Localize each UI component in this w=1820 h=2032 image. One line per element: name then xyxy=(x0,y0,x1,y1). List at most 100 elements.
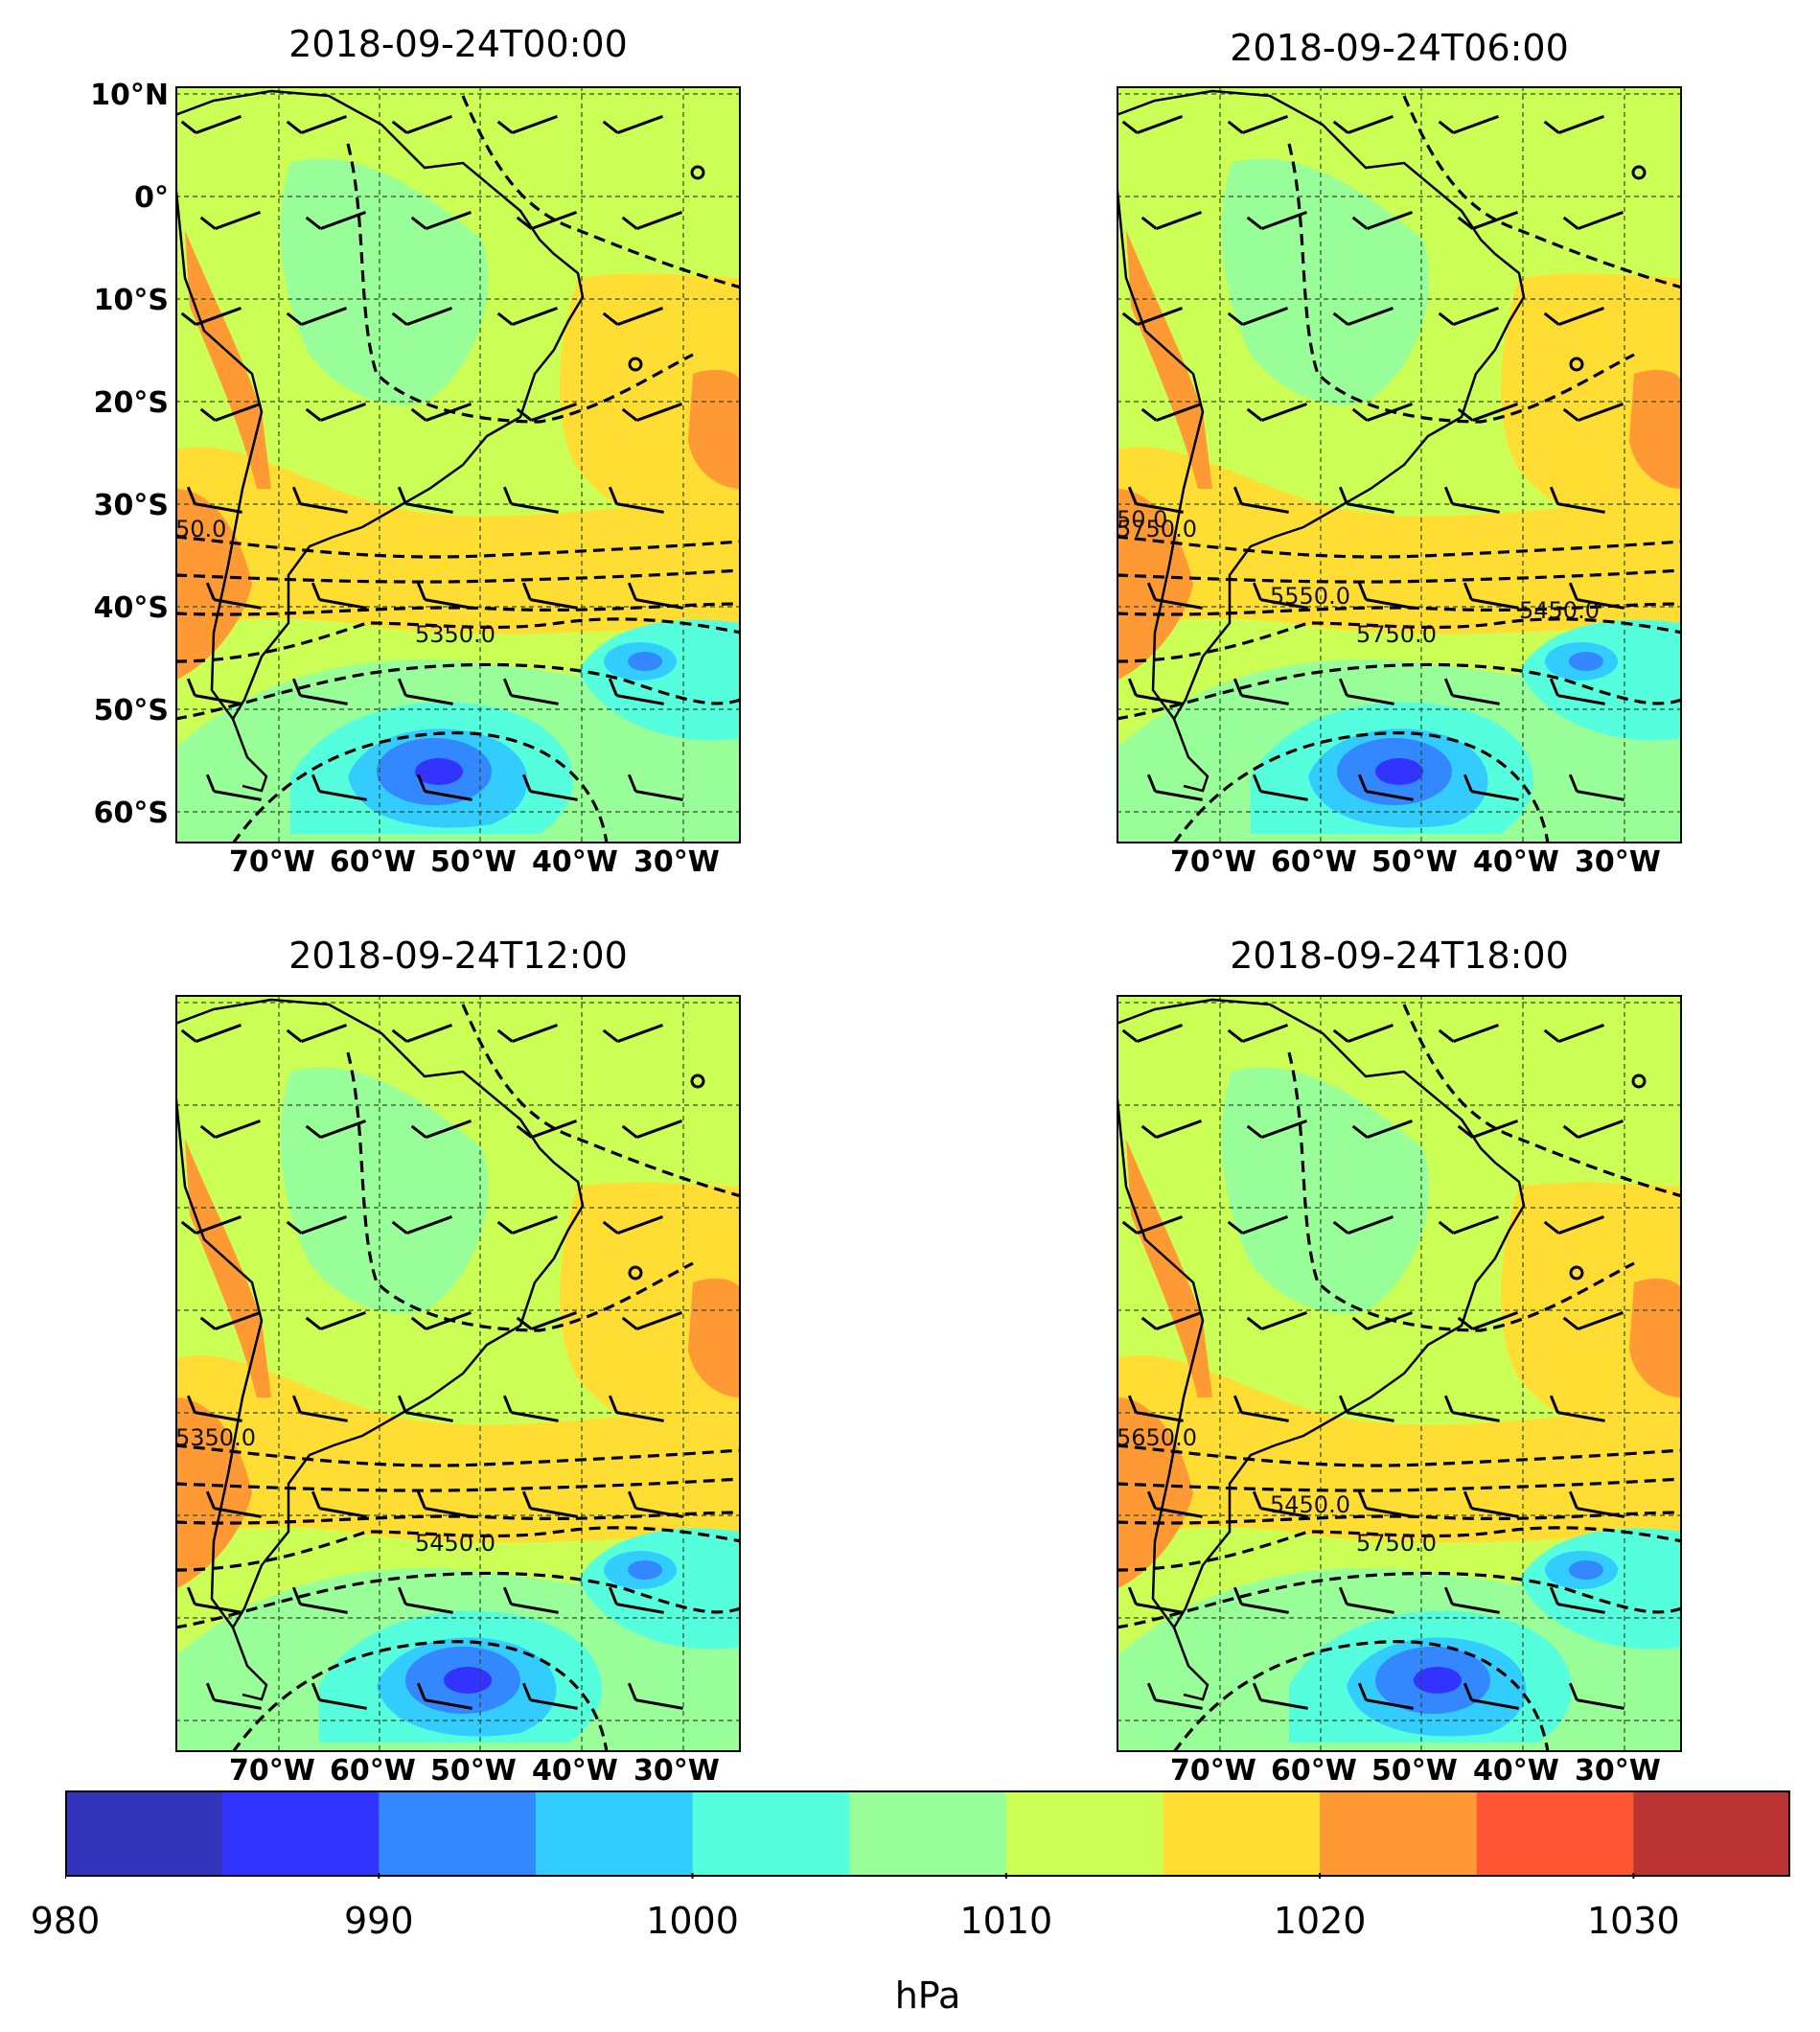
wind-barb-flag xyxy=(1549,678,1559,697)
wind-barb-flag xyxy=(1351,216,1369,230)
wind-barb-flag xyxy=(608,486,618,505)
wind-barb-flag xyxy=(1568,1490,1578,1510)
colorbar-swatch xyxy=(692,1790,850,1877)
wind-barb-staff xyxy=(530,1120,578,1139)
coastline xyxy=(1117,89,1526,722)
lon-label: 30°W xyxy=(634,1754,720,1788)
wind-barb-staff xyxy=(1471,1120,1519,1139)
wind-barb xyxy=(410,1120,472,1139)
wind-barb xyxy=(410,1311,472,1330)
wind-barb-flag xyxy=(1146,1682,1157,1701)
wind-barb-staff xyxy=(1347,1215,1394,1235)
geopotential-contour xyxy=(1117,1477,1682,1492)
wind-barb-staff xyxy=(214,1120,262,1139)
low-core-985 xyxy=(1414,1667,1462,1694)
wind-barb-staff xyxy=(1260,790,1308,801)
wind-barb xyxy=(1438,115,1500,134)
geopotential-contour xyxy=(175,662,741,721)
lon-label: 70°W xyxy=(229,1754,315,1788)
geopotential-contour xyxy=(175,1477,741,1492)
wind-barb-flag xyxy=(1233,486,1243,505)
wind-barb xyxy=(1227,115,1289,134)
wind-barb xyxy=(1351,211,1414,230)
wind-barb xyxy=(391,1024,453,1043)
wind-barb-flag xyxy=(1227,120,1244,134)
wind-barb-staff xyxy=(1557,1024,1605,1043)
contour-label: 5450.0 xyxy=(415,1530,495,1557)
contour-label: 5350.0 xyxy=(175,1424,256,1451)
wind-barb xyxy=(397,678,453,705)
colorbar-swatch xyxy=(1320,1790,1478,1877)
wind-barb-staff xyxy=(1366,790,1414,801)
wind-barb-flag xyxy=(1463,1490,1473,1510)
geopotential-contour xyxy=(1117,535,1682,559)
wind-barb-flag xyxy=(1443,1395,1454,1414)
wind-barb-staff xyxy=(1452,1411,1500,1422)
wind-barb xyxy=(1463,774,1519,801)
wind-barb xyxy=(1357,1682,1414,1710)
wind-barb-staff xyxy=(405,307,453,326)
wind-barb-flag xyxy=(1543,312,1560,326)
wind-barb xyxy=(1351,1120,1414,1139)
wind-barb xyxy=(1246,211,1308,230)
wind-barb-flag xyxy=(1457,216,1474,230)
wind-barb-staff xyxy=(1471,211,1519,230)
map-panel-1: 5350.0 50.0 xyxy=(175,86,741,843)
colorbar-tick-label: 1020 xyxy=(1273,1900,1367,1942)
contour-label: 5750.0 xyxy=(1117,516,1197,543)
wind-barb-staff xyxy=(1136,502,1184,514)
lon-label: 50°W xyxy=(430,845,517,879)
wind-barb xyxy=(627,774,683,801)
wind-barb xyxy=(1127,678,1184,705)
contour-label: 5350.0 xyxy=(415,621,495,648)
andes-strip xyxy=(1126,1139,1212,1397)
wind-barb-staff xyxy=(616,502,664,514)
wind-barb xyxy=(1357,582,1414,610)
lon-label: 50°W xyxy=(1371,845,1458,879)
wind-barb xyxy=(205,582,262,610)
wind-barb-staff xyxy=(1577,403,1624,422)
wind-barb-flag xyxy=(627,774,637,793)
wind-barb-flag xyxy=(621,407,638,422)
wind-barb-flag xyxy=(521,582,532,601)
wind-barb-flag xyxy=(291,486,302,505)
wind-barb xyxy=(1233,486,1289,514)
wind-barb xyxy=(1549,1586,1605,1614)
panel-title-4: 2018-09-24T18:00 xyxy=(1230,935,1569,977)
wind-barb xyxy=(1121,307,1184,326)
wind-barb-staff xyxy=(1577,1120,1624,1139)
wind-barb-staff xyxy=(195,502,242,514)
wind-barb-staff xyxy=(530,1698,578,1710)
contour-label: 50.0 xyxy=(175,516,226,543)
wind-barb-flag xyxy=(1146,1490,1157,1510)
calm-wind-marker xyxy=(628,1265,643,1281)
wind-barb-flag xyxy=(1338,678,1348,697)
geopotential-contour xyxy=(346,1051,694,1332)
wind-barb-staff xyxy=(300,502,348,514)
wind-barb xyxy=(1332,307,1394,326)
contour-label: 5750.0 xyxy=(1356,621,1437,648)
wind-barb-staff xyxy=(1577,1507,1624,1518)
geopotential-contour xyxy=(1402,1004,1682,1198)
wind-barb-staff xyxy=(1471,403,1519,422)
wind-barb-staff xyxy=(425,1698,472,1710)
wind-barb-staff xyxy=(635,1507,683,1518)
wind-barb xyxy=(627,1682,683,1710)
wind-barb-flag xyxy=(1568,774,1578,793)
geopotential-contour xyxy=(175,535,741,559)
wind-barb-staff xyxy=(1155,1698,1203,1710)
wind-barb-staff xyxy=(319,790,367,801)
wind-barb-staff xyxy=(635,598,683,610)
wind-barb-staff xyxy=(425,1507,472,1518)
wind-barb xyxy=(1357,1490,1414,1518)
colorbar-swatch xyxy=(1005,1790,1163,1877)
wind-barb xyxy=(205,774,262,801)
lat-label-60s: 60°S xyxy=(93,797,169,830)
wind-barb xyxy=(496,1024,559,1043)
wind-barb xyxy=(311,1682,367,1710)
wind-barb-staff xyxy=(195,694,242,705)
wind-barb-flag xyxy=(1146,774,1157,793)
east-low-core xyxy=(1569,652,1603,671)
wind-barb-flag xyxy=(1121,120,1139,134)
wind-barb xyxy=(608,1395,664,1422)
